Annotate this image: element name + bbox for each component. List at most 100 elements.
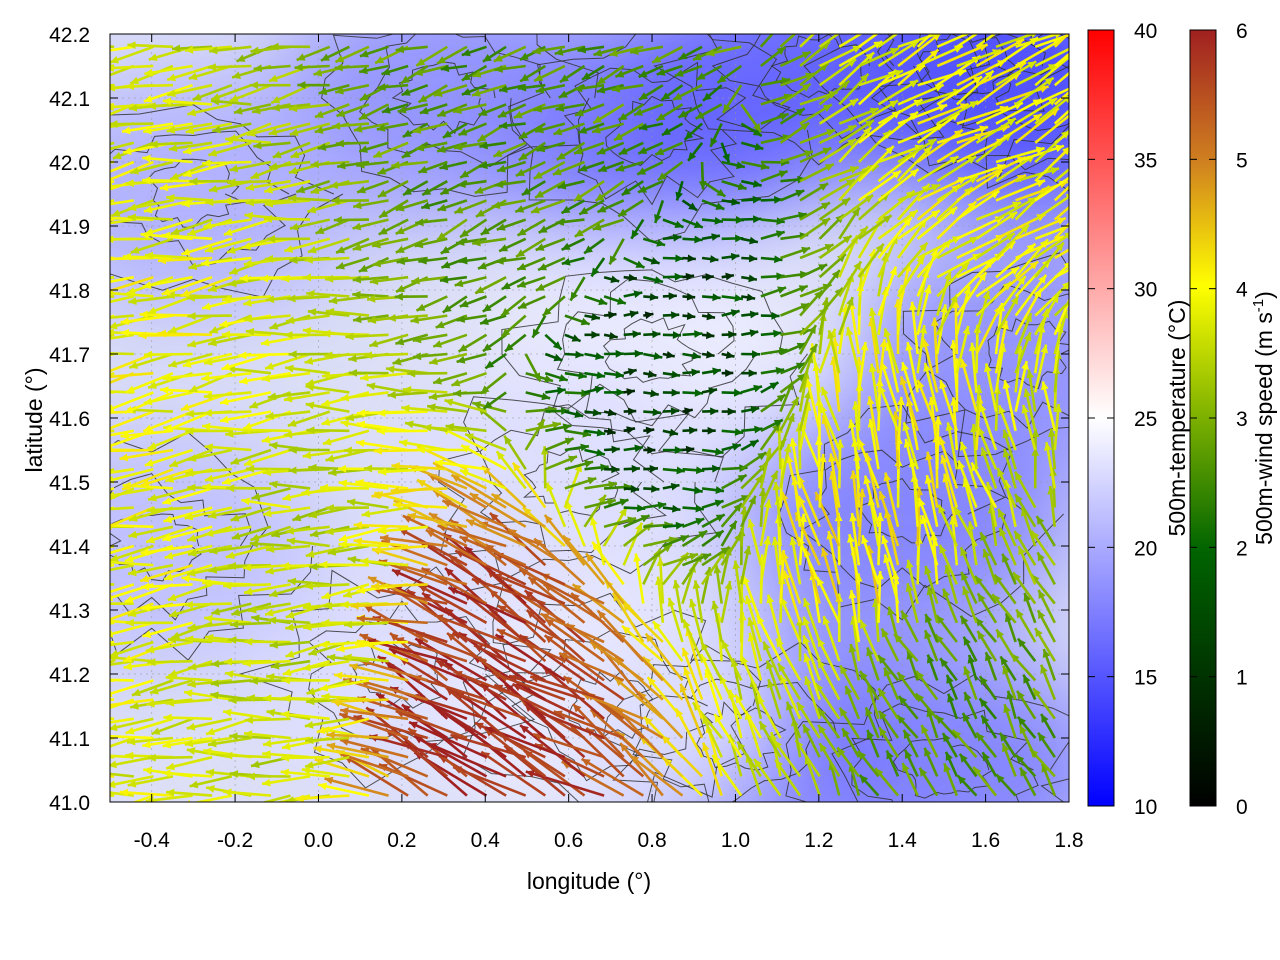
wind-vector xyxy=(110,698,154,707)
wind-vector-head xyxy=(860,671,868,681)
wind-vector-shaft xyxy=(465,518,527,548)
wind-vector xyxy=(304,582,350,590)
wind-vector xyxy=(974,617,998,643)
wind-vector xyxy=(338,525,389,542)
wind-vector-head xyxy=(401,704,411,713)
plot-area xyxy=(63,33,1070,803)
wind-vector-shaft xyxy=(110,619,134,625)
wind-vector-head xyxy=(250,760,260,769)
wind-vector-head xyxy=(962,713,971,722)
wind-vector xyxy=(304,717,350,729)
wind-vector-head xyxy=(336,644,345,653)
wind-vector-head xyxy=(839,707,848,717)
wind-vector xyxy=(1022,674,1037,701)
wind-vector-head xyxy=(81,446,89,454)
wind-vector-shaft xyxy=(851,470,861,527)
wind-vector-head xyxy=(939,544,947,554)
wind-vector xyxy=(246,772,291,781)
wind-vector-shaft xyxy=(398,527,468,567)
wind-vector-head xyxy=(63,643,72,651)
wind-vector-head xyxy=(1015,754,1025,764)
wind-vector-shaft xyxy=(110,179,115,184)
wind-vector-head xyxy=(963,636,971,646)
wind-vector-head xyxy=(428,743,438,751)
wind-vector-shaft xyxy=(110,755,115,759)
wind-vector-head xyxy=(305,761,314,769)
wind-vector-head xyxy=(924,565,932,575)
wind-vector xyxy=(165,755,213,771)
wind-vector-head xyxy=(88,522,96,530)
wind-vector-shaft xyxy=(756,614,782,662)
wind-vector-head xyxy=(376,693,386,702)
wind-vector-head xyxy=(926,708,934,718)
wind-vector xyxy=(231,525,272,540)
wind-vector-head xyxy=(244,716,254,724)
wind-vector-head xyxy=(683,667,691,676)
wind-vector-head xyxy=(837,747,846,757)
wind-vector xyxy=(772,481,782,527)
wind-vector-shaft xyxy=(766,594,782,643)
wind-vector-head xyxy=(282,668,292,676)
wind-vector-head xyxy=(714,714,723,723)
wind-vector xyxy=(720,520,738,547)
wind-vector-head xyxy=(202,579,211,588)
wind-vector-head xyxy=(848,644,857,653)
wind-vector-shaft xyxy=(489,511,547,567)
wind-vector-shaft xyxy=(848,533,861,585)
wind-vector-head xyxy=(66,517,75,524)
wind-vector-head xyxy=(698,530,708,539)
wind-vector xyxy=(960,571,978,605)
wind-vector-shaft xyxy=(543,514,586,567)
wind-vector xyxy=(243,730,291,740)
wind-vector xyxy=(229,620,272,629)
wind-vector-head xyxy=(512,684,522,692)
wind-vector xyxy=(324,776,389,797)
wind-vector-head xyxy=(184,512,194,521)
wind-vector xyxy=(572,703,625,759)
wind-vector-head xyxy=(701,641,709,651)
wind-vector-head xyxy=(776,638,784,648)
wind-vector-shaft xyxy=(459,535,527,567)
wind-vector xyxy=(331,697,389,706)
wind-vector-head xyxy=(883,472,892,482)
wind-vector-head xyxy=(63,252,71,260)
wind-vector-head xyxy=(767,679,775,689)
wind-vector-head xyxy=(147,658,156,667)
wind-vector xyxy=(350,601,409,610)
wind-vector-shaft xyxy=(559,654,625,701)
wind-vector-head xyxy=(818,708,827,718)
wind-vector xyxy=(603,516,637,529)
wind-vector-shaft xyxy=(353,523,409,529)
wind-vector-shaft xyxy=(453,691,527,721)
wind-vector xyxy=(621,624,664,663)
wind-vector-head xyxy=(980,532,988,542)
wind-vector xyxy=(937,504,959,547)
wind-vector-shaft xyxy=(110,775,115,778)
wind-vector-head xyxy=(926,586,935,596)
wind-vector xyxy=(979,531,998,566)
wind-vector-head xyxy=(861,535,869,545)
wind-vector-shaft xyxy=(428,512,488,548)
wind-vector-head xyxy=(249,677,258,685)
wind-vector-shaft xyxy=(681,647,704,701)
wind-vector-shaft xyxy=(427,742,507,778)
wind-vector xyxy=(313,745,370,759)
wind-vector xyxy=(602,506,628,547)
wind-vector xyxy=(110,506,154,530)
wind-vector-head xyxy=(125,726,135,735)
wind-vector-head xyxy=(702,553,712,561)
wind-vector xyxy=(110,448,115,452)
wind-vector xyxy=(858,774,880,797)
wind-vector xyxy=(701,549,727,586)
wind-vector-shaft xyxy=(110,717,115,721)
wind-vector-shaft xyxy=(877,512,882,566)
wind-vector-shaft xyxy=(162,771,213,778)
wind-vector xyxy=(353,537,409,548)
wind-vector-shaft xyxy=(519,724,586,778)
wind-vector-shaft xyxy=(192,794,233,802)
wind-vector-head xyxy=(847,534,855,543)
wind-vector-head xyxy=(266,708,276,717)
wind-vector-head xyxy=(656,557,665,566)
wind-vector-shaft xyxy=(702,742,723,797)
wind-vector xyxy=(407,512,468,529)
